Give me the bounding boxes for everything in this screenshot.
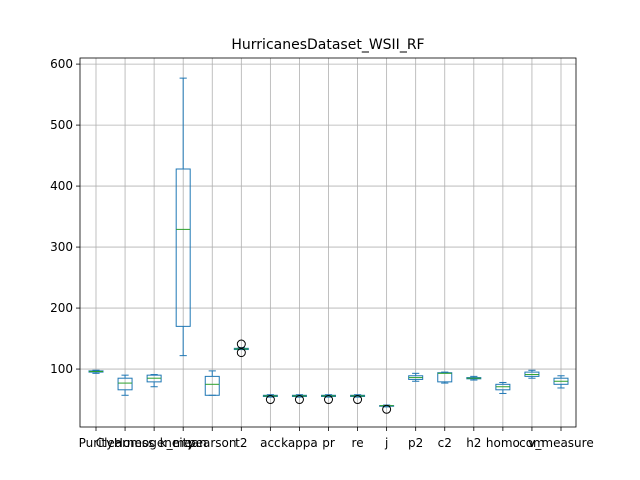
x-tick-label-v_measure: v_measure	[528, 436, 593, 450]
box-acc	[262, 394, 278, 405]
box-homo	[495, 381, 511, 394]
box-pr	[321, 394, 336, 405]
x-tick-label-pearson: pearson	[188, 436, 237, 450]
box-v_measure	[553, 375, 569, 389]
box-Clearness	[117, 374, 133, 396]
x-tick-label-Purity: Purity	[79, 436, 114, 450]
x-tick-label-kappa: kappa	[281, 436, 318, 450]
y-tick-label: 400	[50, 179, 73, 193]
y-tick-label: 300	[50, 240, 73, 254]
x-tick-label-k_mean: k_mean	[160, 436, 207, 450]
box-kappa	[291, 394, 307, 405]
chart-title: HurricanesDataset_WSII_RF	[231, 37, 424, 53]
outlier-point	[236, 348, 246, 358]
box-pearson	[204, 370, 220, 396]
x-tick-label-Homogeneity: Homogeneity	[114, 436, 195, 450]
box-iqr	[437, 372, 453, 383]
x-tick-label-com: com	[519, 436, 545, 450]
y-tick-label: 100	[50, 362, 73, 376]
box-series	[88, 77, 569, 414]
x-tick-label-re: re	[352, 436, 364, 450]
box-j	[379, 404, 395, 414]
outlier-point	[265, 395, 275, 405]
y-tick-label: 200	[50, 301, 73, 315]
outlier-point	[324, 395, 333, 405]
box-t2	[233, 339, 249, 358]
x-tick-label-homo: homo	[486, 436, 520, 450]
plot-area-frame	[79, 57, 577, 428]
x-tick-label-p2: p2	[408, 436, 423, 450]
x-tick-label-acc: acc	[260, 436, 281, 450]
box-iqr	[175, 168, 191, 327]
y-axis-ticks: 100 200 300 400 500 600	[50, 57, 80, 376]
y-tick-label: 600	[50, 57, 73, 71]
box-com	[524, 369, 540, 379]
box-iqr	[117, 377, 133, 391]
outlier-point	[353, 395, 363, 405]
x-tick-label-t2: t2	[235, 436, 247, 450]
x-tick-label-c2: c2	[438, 436, 452, 450]
box-p2	[408, 372, 424, 382]
outlier-point	[236, 339, 246, 349]
box-Homogeneity	[146, 374, 162, 388]
box-k_mean	[175, 77, 191, 357]
grid-lines	[80, 58, 576, 427]
box-h2	[466, 375, 482, 381]
box-c2	[437, 371, 453, 384]
outlier-point	[382, 404, 392, 414]
x-tick-label-pr: pr	[322, 436, 335, 450]
box-re	[350, 394, 366, 405]
x-axis-ticks: PurityClearnessHomogeneityk_meanpearsont…	[79, 427, 594, 450]
x-tick-label-h2: h2	[466, 436, 481, 450]
x-tick-label-j: j	[384, 436, 388, 450]
box-iqr	[204, 375, 220, 396]
outlier-point	[294, 395, 304, 405]
x-tick-label-Clearness: Clearness	[96, 436, 155, 450]
y-tick-label: 500	[50, 118, 73, 132]
box-Purity	[88, 369, 104, 374]
